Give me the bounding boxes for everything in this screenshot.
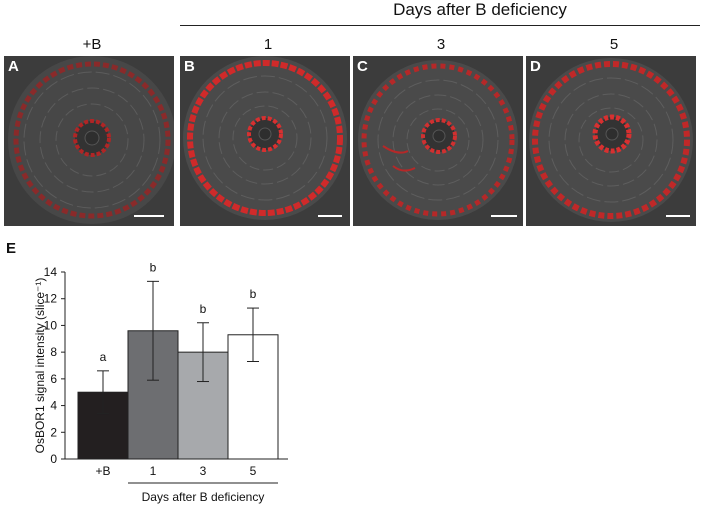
y-tick-label: 2 — [50, 425, 57, 439]
significance-label: b — [250, 287, 257, 301]
y-tick-label: 14 — [44, 265, 58, 279]
significance-label: a — [100, 350, 107, 364]
x-axis-title: Days after B deficiency — [142, 490, 265, 504]
panel-letter-c: C — [357, 58, 368, 75]
micrograph-d-image — [526, 56, 696, 226]
micrograph-a-image — [4, 56, 174, 226]
micrograph-panel-b: B — [180, 56, 350, 226]
micrograph-b-image — [180, 56, 350, 226]
significance-label: b — [150, 260, 157, 274]
header-title: Days after B deficiency — [393, 0, 567, 19]
significance-label: b — [200, 302, 207, 316]
panel-letter-b: B — [184, 58, 195, 75]
header-divider — [180, 25, 700, 26]
panel-letter-d: D — [530, 58, 541, 75]
y-tick-label: 0 — [50, 452, 57, 466]
column-label-plus-b: +B — [82, 36, 102, 53]
y-tick-label: 10 — [44, 318, 58, 332]
y-tick-label: 8 — [50, 345, 57, 359]
y-tick-label: 4 — [50, 399, 57, 413]
micrograph-c-image — [353, 56, 523, 226]
y-axis-title: OsBOR1 signal intensity (slice⁻¹) — [33, 278, 47, 454]
panel-letter-a: A — [8, 58, 19, 75]
micrograph-panel-a: A — [4, 56, 174, 226]
x-tick-label: 3 — [200, 464, 207, 478]
y-tick-label: 12 — [44, 292, 58, 306]
micrograph-panel-d: D — [526, 56, 696, 226]
column-label-day-5: 5 — [609, 36, 619, 53]
y-tick-label: 6 — [50, 372, 57, 386]
x-tick-label: 5 — [250, 464, 257, 478]
x-tick-label: +B — [95, 464, 110, 478]
column-label-day-3: 3 — [436, 36, 446, 53]
micrograph-panel-c: C — [353, 56, 523, 226]
column-label-day-1: 1 — [263, 36, 273, 53]
panel-letter-e: E — [6, 240, 17, 257]
x-tick-label: 1 — [150, 464, 157, 478]
